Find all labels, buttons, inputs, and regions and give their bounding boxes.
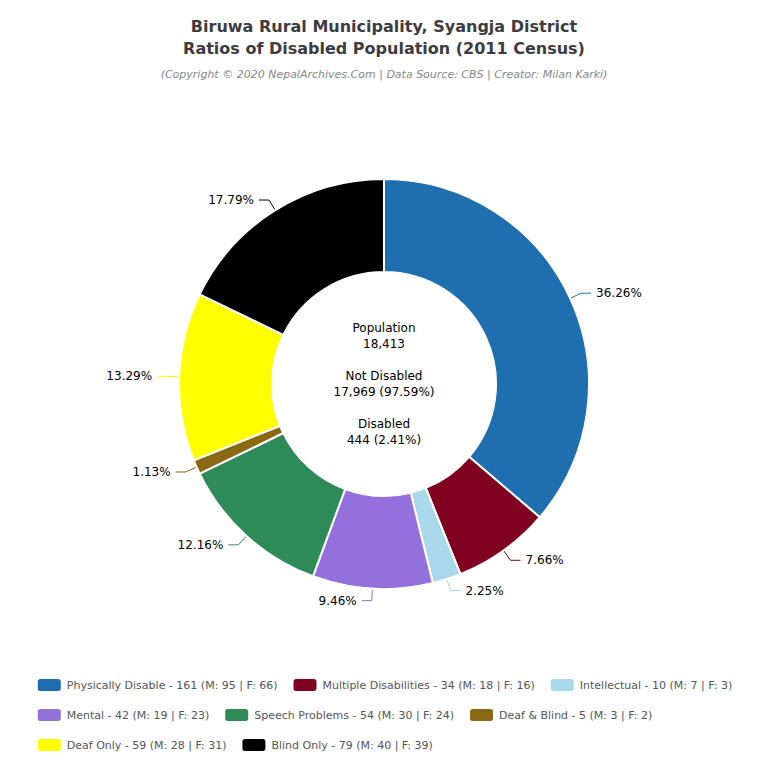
svg-text:2.25%: 2.25%	[465, 584, 503, 598]
svg-text:9.46%: 9.46%	[319, 594, 357, 608]
svg-text:1.13%: 1.13%	[133, 465, 171, 479]
svg-text:Deaf & Blind - 5 (M: 3 | F: 2): Deaf & Blind - 5 (M: 3 | F: 2)	[499, 709, 652, 722]
svg-text:Blind Only - 79 (M: 40 | F: 39: Blind Only - 79 (M: 40 | F: 39)	[271, 739, 432, 752]
svg-text:Physically Disable - 161 (M: 9: Physically Disable - 161 (M: 95 | F: 66)	[67, 679, 278, 692]
svg-text:Intellectual - 10 (M: 7 | F: 3: Intellectual - 10 (M: 7 | F: 3)	[580, 679, 732, 692]
svg-text:Ratios of Disabled Population: Ratios of Disabled Population (2011 Cens…	[183, 39, 585, 58]
svg-text:Mental - 42 (M: 19 | F: 23): Mental - 42 (M: 19 | F: 23)	[67, 709, 209, 722]
svg-text:18,413: 18,413	[363, 337, 405, 351]
svg-text:12.16%: 12.16%	[178, 538, 224, 552]
svg-text:7.66%: 7.66%	[526, 553, 564, 567]
svg-text:17.79%: 17.79%	[208, 193, 254, 207]
svg-text:Disabled: Disabled	[358, 417, 410, 431]
svg-text:Population: Population	[352, 321, 415, 335]
svg-text:(Copyright © 2020 NepalArchive: (Copyright © 2020 NepalArchives.Com | Da…	[161, 68, 608, 81]
svg-text:17,969 (97.59%): 17,969 (97.59%)	[334, 385, 435, 399]
svg-text:Biruwa Rural Municipality, Sya: Biruwa Rural Municipality, Syangja Distr…	[191, 17, 578, 36]
svg-text:444 (2.41%): 444 (2.41%)	[347, 433, 421, 447]
svg-text:Speech Problems - 54 (M: 30 |: Speech Problems - 54 (M: 30 | F: 24)	[254, 709, 454, 722]
svg-text:36.26%: 36.26%	[596, 286, 642, 300]
svg-text:Multiple Disabilities - 34 (M:: Multiple Disabilities - 34 (M: 18 | F: 1…	[322, 679, 534, 692]
svg-text:Deaf Only - 59 (M: 28 | F: 31): Deaf Only - 59 (M: 28 | F: 31)	[67, 739, 227, 752]
svg-text:Not Disabled: Not Disabled	[346, 369, 423, 383]
svg-text:13.29%: 13.29%	[106, 369, 152, 383]
